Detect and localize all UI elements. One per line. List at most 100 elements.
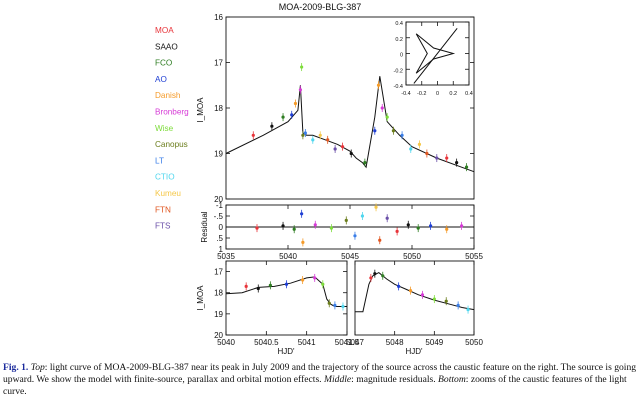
main-point [340, 145, 345, 149]
main-point [425, 151, 429, 156]
main-point [445, 156, 449, 160]
zoom2-point [456, 303, 460, 307]
figure-caption: Fig. 1. Top: light curve of MOA-2009-BLG… [3, 362, 637, 398]
residual-point [255, 226, 259, 230]
zoom1-point [327, 301, 331, 305]
main-point [376, 83, 381, 87]
main-model-curve [225, 76, 475, 173]
caption-middle-word: Middle [323, 374, 352, 385]
residual-ytick-label: .5 [216, 234, 223, 243]
main-point [373, 129, 377, 133]
main-point [311, 138, 315, 142]
main-point [251, 133, 255, 137]
main-point [417, 142, 422, 146]
residual-xtick-label: 5055 [465, 252, 483, 261]
zoom1-point [256, 286, 260, 291]
main-point [409, 147, 413, 151]
legend-entry-bronberg: Bronberg [155, 108, 189, 117]
main-frame [225, 16, 475, 200]
residual-point [353, 234, 357, 238]
zoom1-point [313, 276, 317, 280]
caption-part-2: : magnitude residuals. [351, 374, 439, 385]
zoom1-ylabel: I_MOA [196, 285, 205, 311]
inset-ytick-label: -0.4 [394, 84, 403, 90]
residual-xtick-label: 5045 [341, 252, 359, 261]
main-point [380, 106, 384, 110]
inset-ytick-label: 0 [400, 53, 403, 59]
residual-point [344, 218, 348, 222]
zoom2-frame [354, 260, 475, 336]
residual-point [429, 224, 433, 228]
main-ytick-label: 18 [214, 104, 223, 113]
residual-point [460, 224, 464, 228]
residual-point [406, 223, 410, 227]
main-point [435, 156, 439, 160]
zoom1-ytick-label: 18 [214, 289, 223, 298]
caption-bottom-word: Bottom [438, 374, 466, 385]
main-point [455, 161, 459, 165]
main-point [290, 113, 294, 117]
main-point [318, 133, 322, 137]
main-point [464, 165, 469, 169]
residual-point [292, 227, 296, 231]
main-ytick-label: 17 [214, 59, 223, 68]
figure: MOA-2009-BLG-387 MOA SAAO FCO AO Danish Bronbe… [155, 2, 483, 356]
legend-entry-danish: Danish [155, 91, 181, 100]
main-point [281, 115, 285, 119]
zoom2-point [420, 293, 425, 297]
zoom2-point [397, 284, 401, 288]
residual-ytick-label: 1 [219, 245, 224, 254]
legend-entry-fts: FTS [155, 222, 171, 231]
zoom1-xtick-label: 5040 [217, 338, 235, 347]
inset-xtick-label: 0.4 [465, 91, 473, 97]
main-ytick-label: 16 [214, 13, 223, 22]
residual-ytick-label: -.5 [214, 212, 224, 221]
legend-entry-canopus: Canopus [155, 140, 188, 149]
residual-point [378, 238, 382, 242]
main-point [326, 138, 330, 142]
main-ytick-label: 19 [214, 150, 223, 159]
legend-entry-ao: AO [155, 75, 167, 84]
residual-point [445, 227, 449, 231]
residual-point [329, 226, 333, 230]
caption-part-1: : light curve of MOA-2009-BLG-387 near i… [3, 362, 637, 385]
main-point [385, 115, 389, 119]
main-point [303, 131, 307, 135]
zoom1-point [301, 278, 305, 282]
main-point [363, 161, 367, 165]
residual-point [300, 212, 304, 216]
residual-xtick-label: 5040 [279, 252, 297, 261]
residual-ylabel: Residual [200, 211, 209, 242]
caption-label: Fig. 1. [3, 362, 29, 373]
zoom2-point [432, 297, 436, 301]
zoom1-xtick-label: 5040.5 [254, 338, 279, 347]
zoom2-xtick-label: 5048 [386, 338, 404, 347]
zoom1-point [333, 303, 337, 307]
residual-xtick-label: 5035 [217, 252, 235, 261]
legend-entry-saao: SAAO [155, 42, 178, 51]
main-point [301, 133, 305, 137]
residual-point [313, 223, 317, 227]
zoom1-ytick-label: 19 [214, 310, 223, 319]
legend-entry-fco: FCO [155, 59, 172, 68]
main-point [270, 124, 274, 128]
inset-ytick-label: 0.2 [395, 37, 403, 43]
main-ytick-label: 20 [214, 195, 223, 204]
zoom2-point [444, 299, 448, 303]
caption-part-3: : zooms of the caustic features of the l… [3, 374, 627, 397]
main-point [349, 151, 353, 156]
inset-xtick-label: -0.2 [417, 91, 426, 97]
main-point [400, 133, 404, 137]
residual-point [301, 240, 305, 244]
zoom1-xlabel: HJD' [277, 347, 295, 356]
legend-entry-kumeu: Kumeu [155, 189, 181, 198]
zoom2-point [373, 272, 377, 276]
zoom1-point [268, 283, 272, 287]
zoom1-ytick-label: 17 [214, 268, 223, 277]
inset-trajectory [413, 27, 458, 84]
main-point [391, 129, 395, 133]
zoom1-frame [225, 260, 348, 336]
zoom1-model-curve [225, 276, 347, 307]
caption-top-word: Top [30, 362, 45, 373]
inset-ytick-label: 0.4 [395, 21, 403, 27]
